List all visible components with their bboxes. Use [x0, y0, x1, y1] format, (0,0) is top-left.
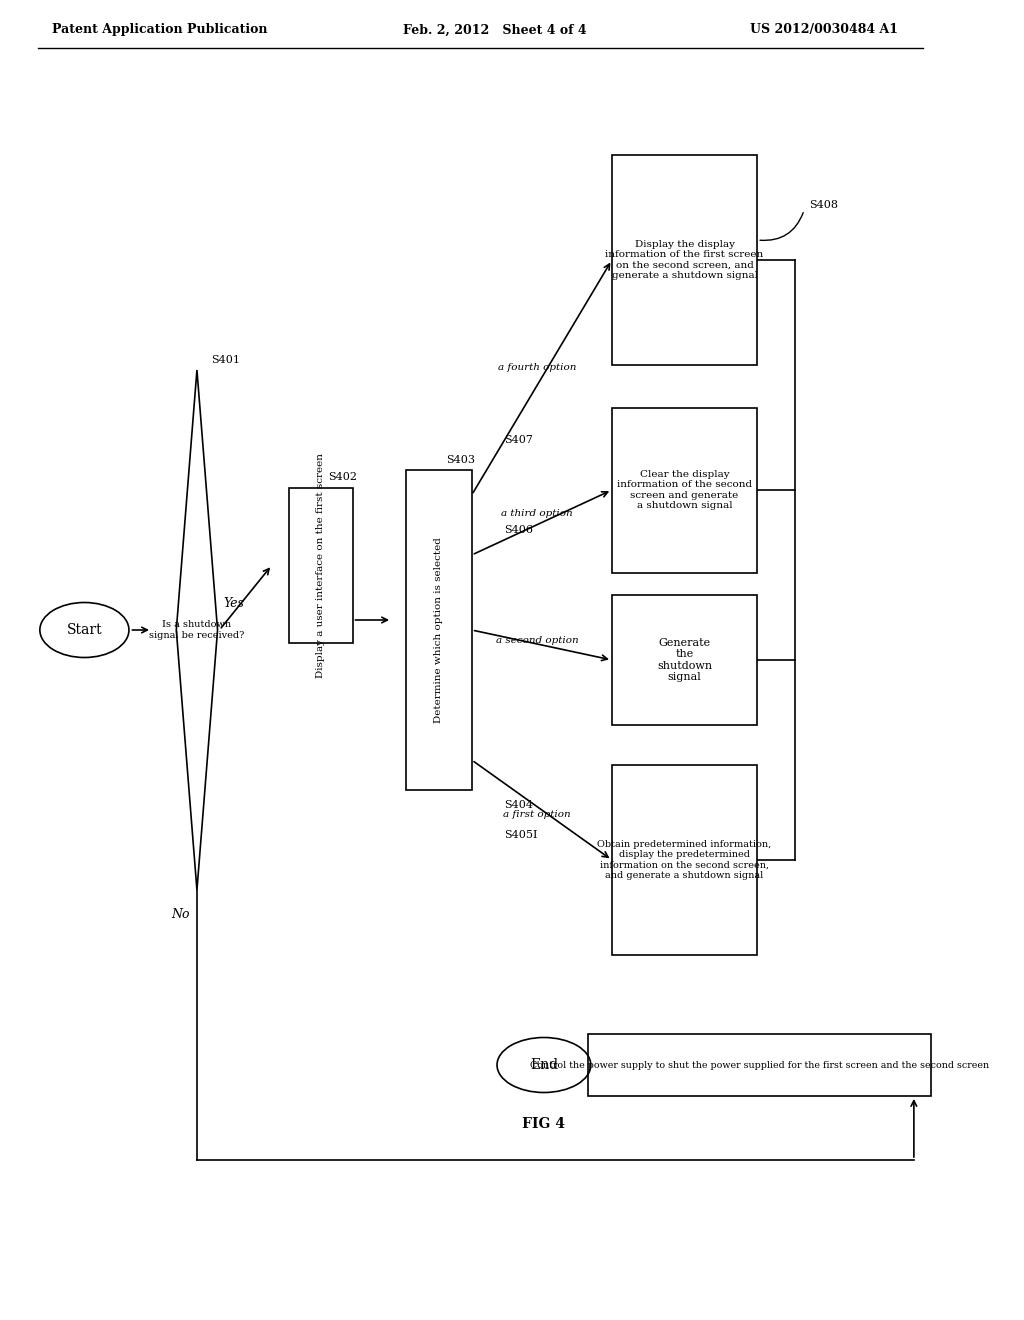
Text: a third option: a third option: [502, 508, 572, 517]
FancyBboxPatch shape: [612, 766, 758, 954]
Text: S404: S404: [505, 800, 534, 810]
Text: Control the power supply to shut the power supplied for the first screen and the: Control the power supply to shut the pow…: [530, 1060, 989, 1069]
Text: S406: S406: [505, 525, 534, 535]
Text: a first option: a first option: [504, 810, 571, 818]
Text: S403: S403: [446, 455, 475, 465]
Text: S405I: S405I: [505, 830, 538, 840]
FancyBboxPatch shape: [612, 154, 758, 366]
Text: Display a user interface on the first screen: Display a user interface on the first sc…: [316, 453, 326, 677]
Text: Is a shutdown
signal be received?: Is a shutdown signal be received?: [150, 620, 245, 640]
Text: US 2012/0030484 A1: US 2012/0030484 A1: [751, 24, 898, 37]
Text: End: End: [529, 1059, 558, 1072]
Text: Display the display
information of the first screen
on the second screen, and
ge: Display the display information of the f…: [605, 240, 764, 280]
Text: FIG 4: FIG 4: [522, 1117, 565, 1131]
Text: Obtain predetermined information,
display the predetermined
information on the s: Obtain predetermined information, displa…: [597, 840, 772, 880]
Text: S401: S401: [211, 355, 240, 366]
Text: Feb. 2, 2012   Sheet 4 of 4: Feb. 2, 2012 Sheet 4 of 4: [403, 24, 587, 37]
FancyBboxPatch shape: [289, 487, 352, 643]
Text: Clear the display
information of the second
screen and generate
a shutdown signa: Clear the display information of the sec…: [617, 470, 753, 510]
Text: S402: S402: [329, 473, 357, 483]
FancyBboxPatch shape: [407, 470, 472, 789]
Text: No: No: [171, 908, 189, 921]
FancyBboxPatch shape: [612, 595, 758, 725]
Text: Yes: Yes: [223, 597, 244, 610]
Text: S407: S407: [505, 436, 534, 445]
Text: S408: S408: [809, 201, 838, 210]
Text: Determine which option is selected: Determine which option is selected: [434, 537, 443, 723]
Text: Generate
the
shutdown
signal: Generate the shutdown signal: [657, 638, 712, 682]
FancyBboxPatch shape: [612, 408, 758, 573]
Text: Patent Application Publication: Patent Application Publication: [51, 24, 267, 37]
Text: a second option: a second option: [496, 636, 579, 645]
Text: Start: Start: [67, 623, 102, 638]
FancyBboxPatch shape: [589, 1034, 931, 1096]
Text: a fourth option: a fourth option: [498, 363, 577, 372]
